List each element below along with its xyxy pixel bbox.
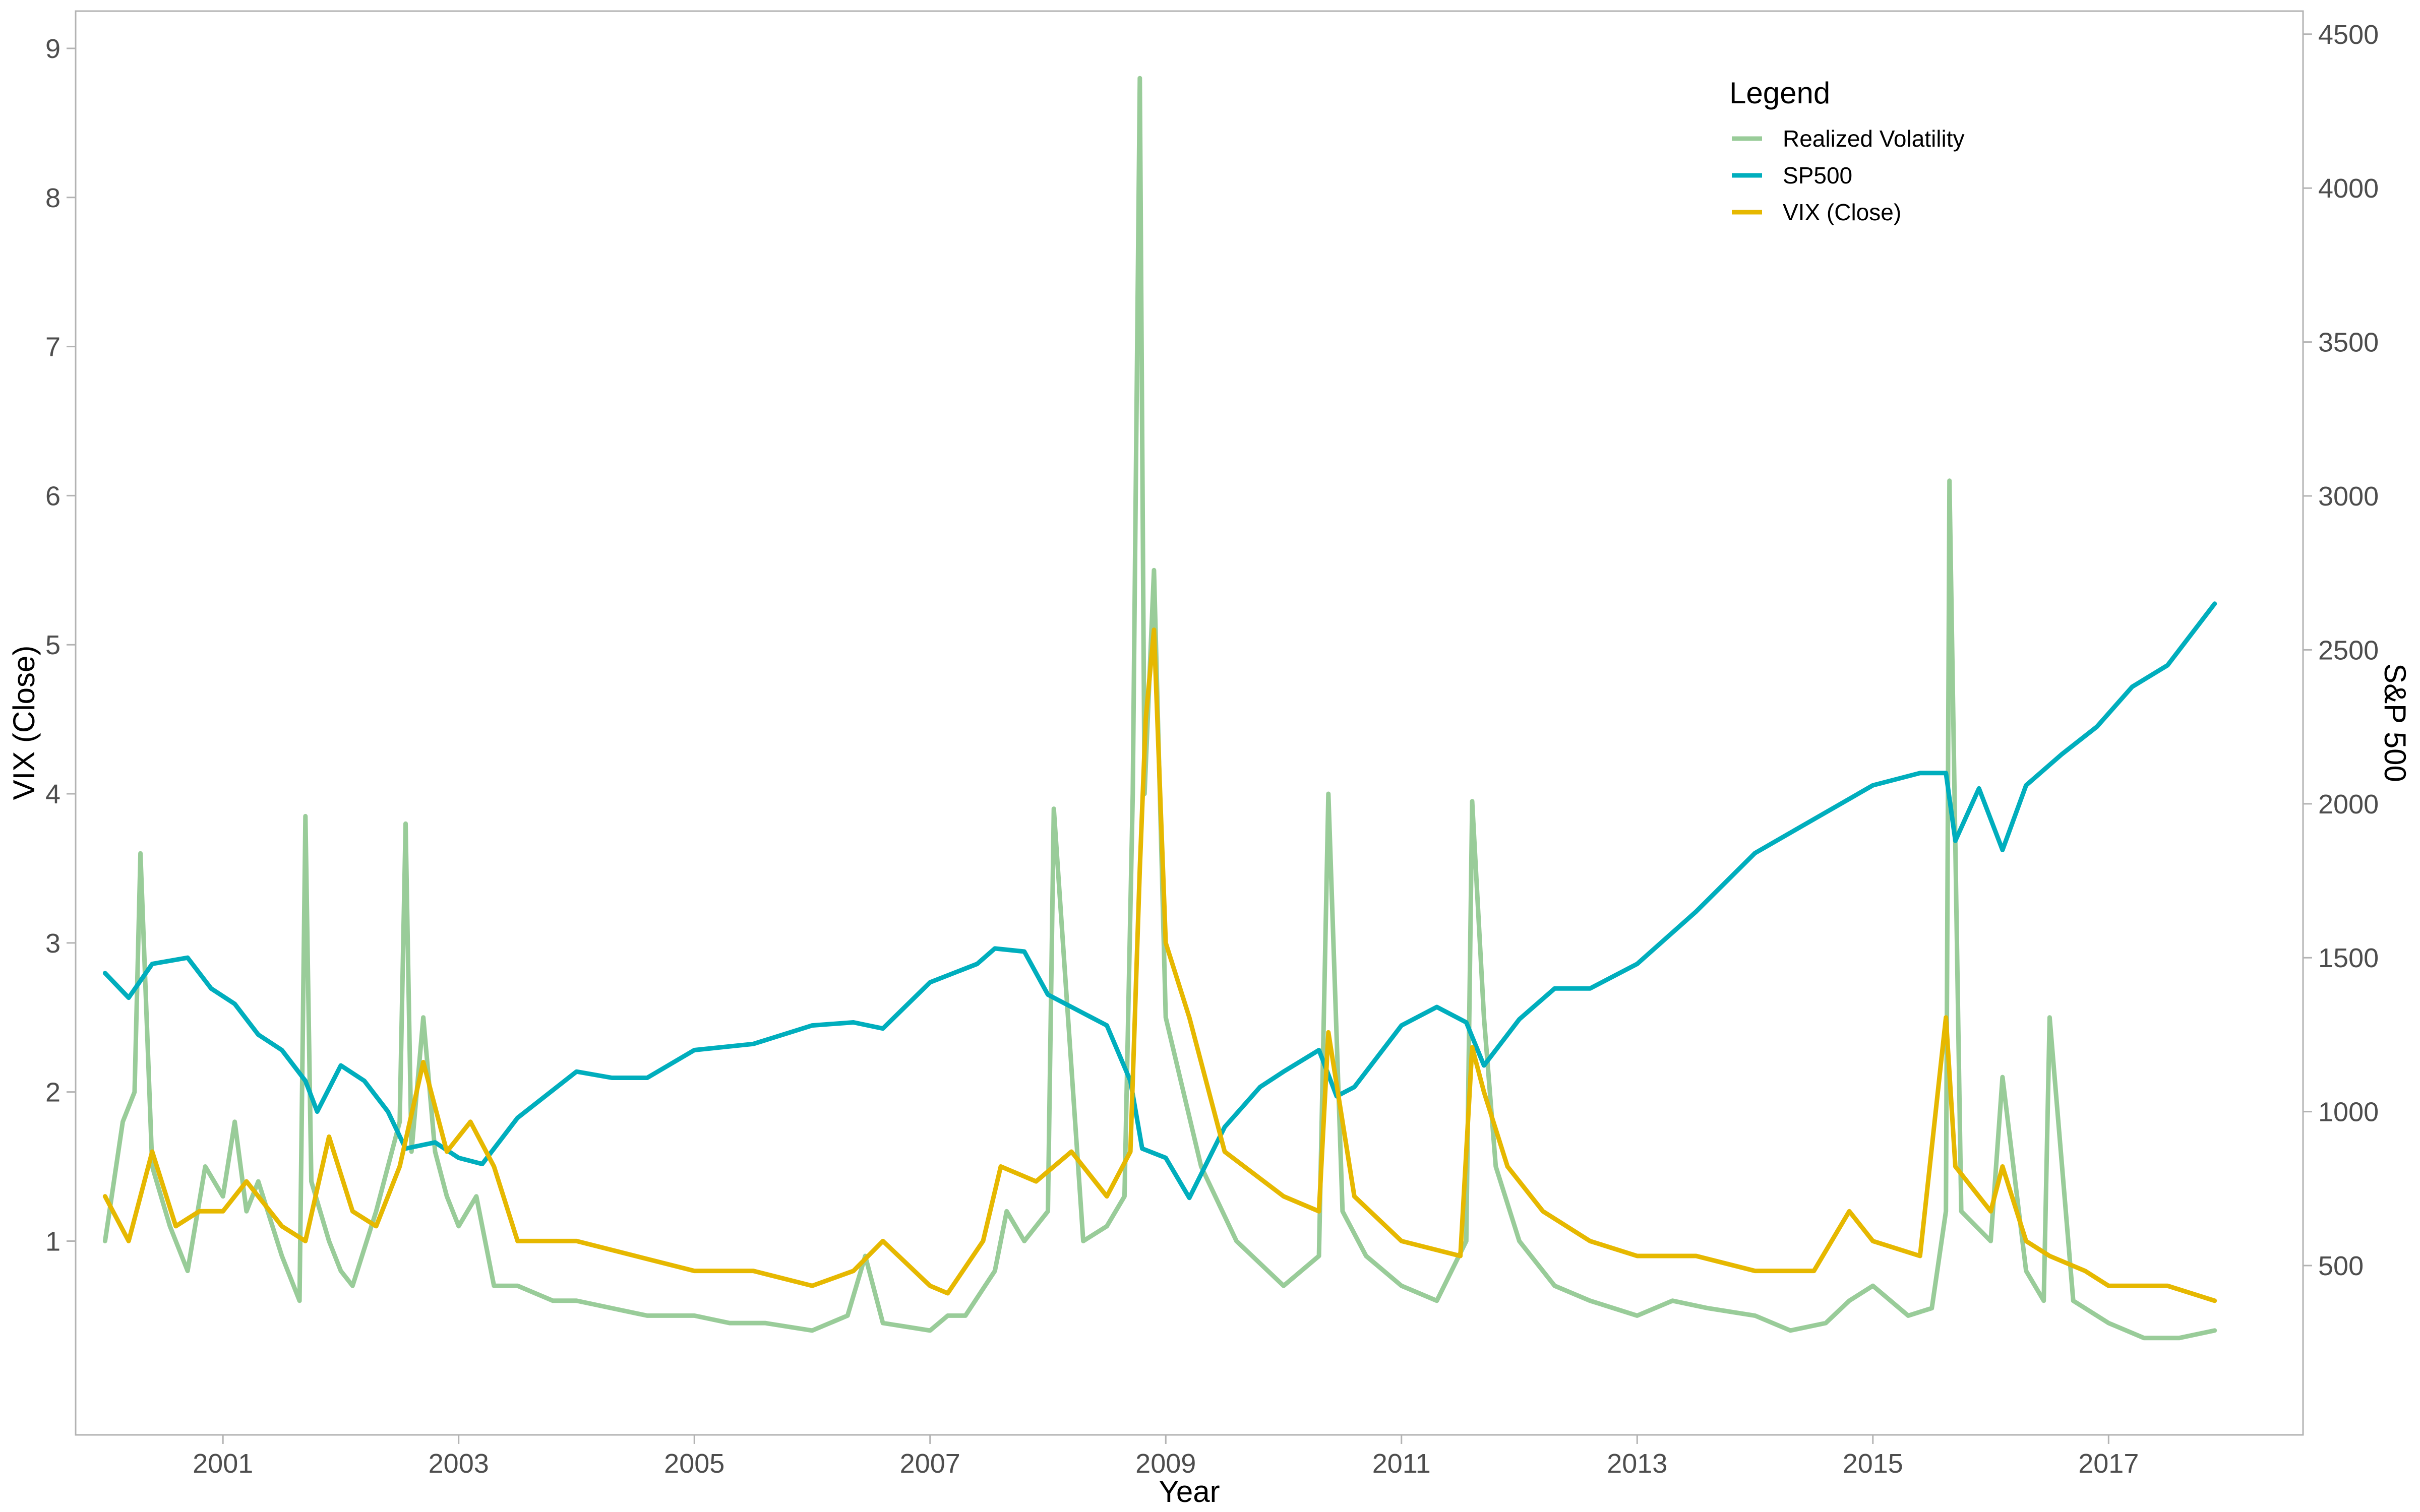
x-tick-label: 2015 [1843,1448,1903,1479]
y-left-tick-label: 2 [45,1078,60,1108]
legend-label-realized-volatility: Realized Volatility [1783,125,1965,152]
y-right-tick-label: 2500 [2318,635,2379,665]
x-axis-title: Year [1159,1475,1220,1508]
y-left-tick-label: 9 [45,34,60,64]
y-left-tick-label: 8 [45,183,60,213]
series-line-realized-volatility [102,76,2217,1341]
x-tick-label: 2003 [429,1448,489,1479]
y-right-tick-label: 4000 [2318,173,2379,204]
x-tick-label: 2017 [2078,1448,2139,1479]
legend: Legend Realized Volatility SP500 VIX (Cl… [1729,76,1965,225]
y-left-tick-label: 3 [45,928,60,959]
x-tick-label: 2013 [1607,1448,1667,1479]
y-axis-right-title: S&P 500 [2378,663,2412,782]
y-right-tick-label: 3000 [2318,481,2379,512]
legend-title: Legend [1729,76,1830,110]
series-line-vix-close [102,627,2217,1303]
legend-label-sp500: SP500 [1783,162,1852,188]
series-line-sp500 [102,601,2217,1201]
x-tick-label: 2011 [1372,1448,1431,1479]
series-layer [102,76,2217,1341]
y-left-tick-label: 5 [45,630,60,660]
legend-label-vix-close: VIX (Close) [1783,199,1901,225]
y-right-tick-label: 500 [2318,1251,2364,1281]
y-right-tick-label: 1500 [2318,943,2379,973]
x-tick-label: 2007 [900,1448,960,1479]
ticks-layer: 2001 2003 2005 2007 2009 2011 2013 2015 2017 1 2 3 4… [45,20,2379,1479]
x-tick-label: 2009 [1135,1448,1196,1479]
y-right-tick-label: 3500 [2318,328,2379,358]
y-left-tick-label: 6 [45,481,60,511]
y-right-tick-label: 4500 [2318,20,2379,50]
y-right-tick-label: 1000 [2318,1097,2379,1127]
y-right-tick-label: 2000 [2318,789,2379,820]
plot-panel-border [75,10,2304,1436]
x-tick-label: 2001 [193,1448,253,1479]
y-left-tick-label: 4 [45,779,60,809]
y-left-tick-label: 7 [45,332,60,362]
x-tick-label: 2005 [664,1448,724,1479]
y-left-tick-label: 1 [45,1226,60,1256]
y-axis-left-title: VIX (Close) [7,646,41,800]
